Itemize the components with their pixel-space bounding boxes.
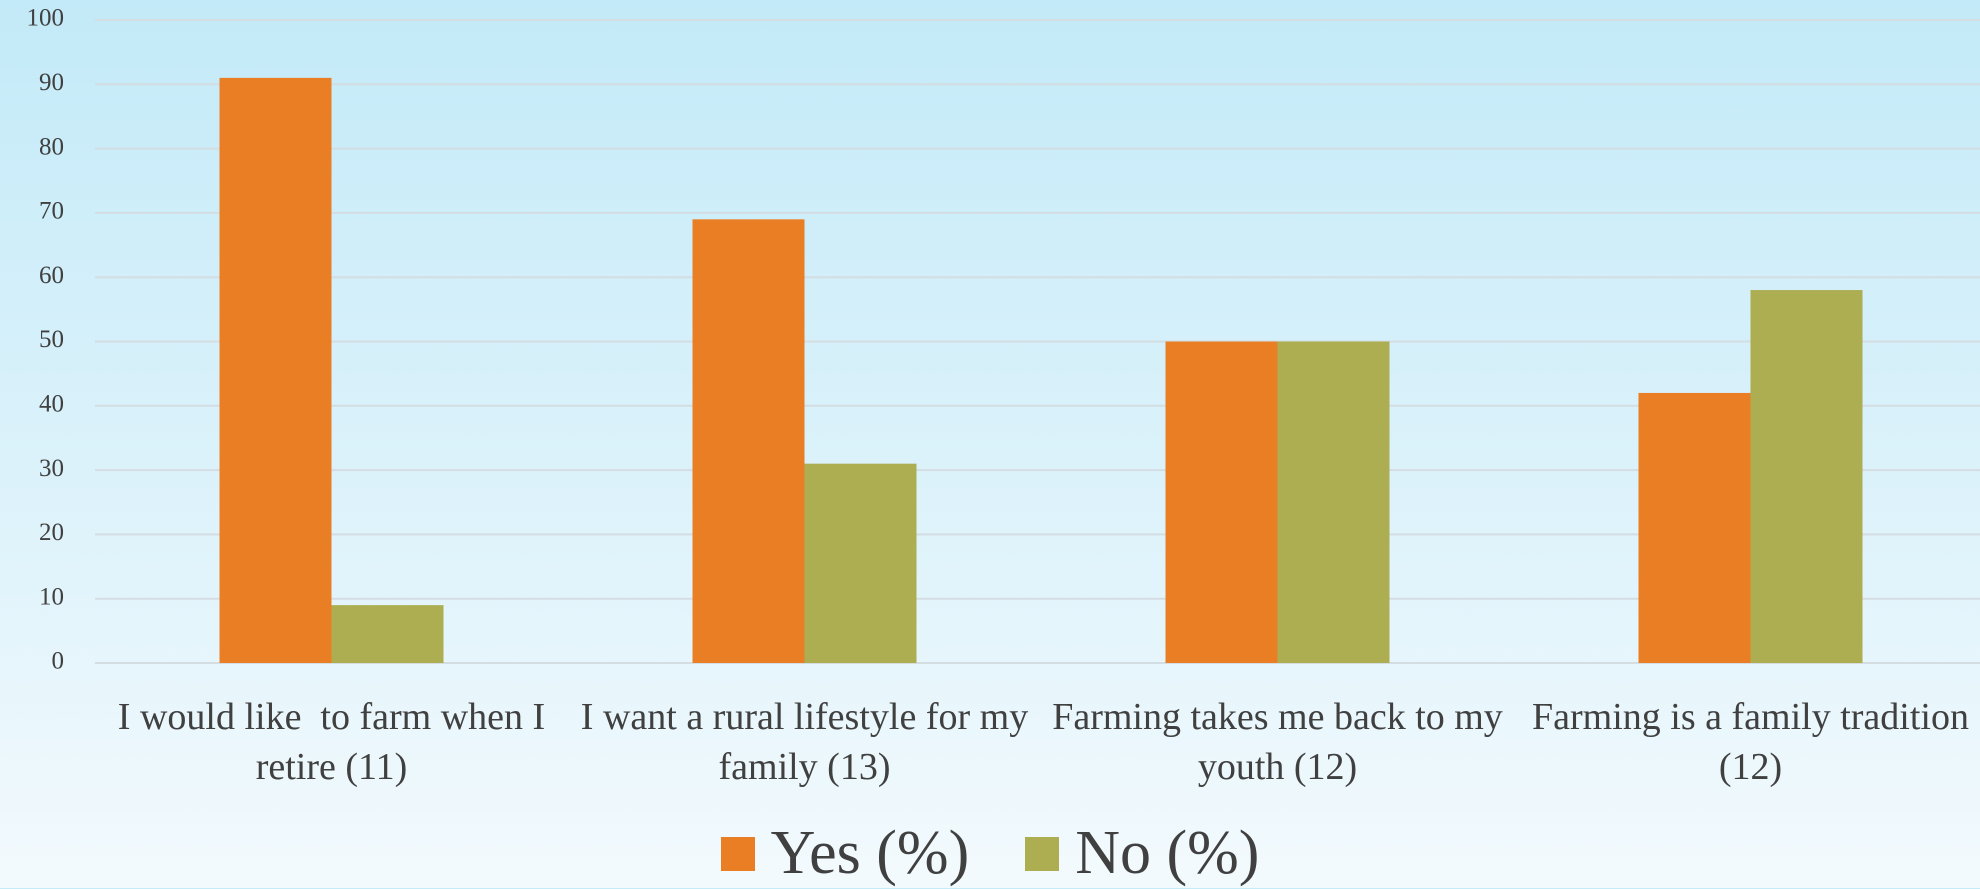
bar [804,463,917,663]
x-tick-label: I want a rural lifestyle for my family (… [580,696,1038,788]
y-tick-label: 80 [39,133,64,160]
bar [692,219,805,663]
y-tick-label: 100 [27,5,65,32]
legend-item: Yes (%) [720,818,970,889]
legend-item: No (%) [1025,818,1259,889]
legend-swatch [720,836,755,871]
y-tick-label: 10 [39,583,64,610]
y-tick-label: 0 [52,648,65,675]
legend-label: No (%) [1075,819,1260,887]
bar [1277,341,1390,663]
x-tick-label: Farming is a family tradition (12) [1532,696,1979,788]
bar [1165,341,1278,663]
x-tick-label: I would like to farm when I retire (11) [117,696,555,788]
bar [1638,392,1751,663]
legend: Yes (%) No (%) [0,818,1980,889]
y-tick-label: 70 [39,198,64,225]
bar [1750,290,1863,663]
x-tick-label: Farming takes me back to my youth (12) [1052,696,1513,788]
y-tick-label: 40 [39,391,64,418]
y-tick-label: 30 [39,455,64,482]
legend-swatch [1025,836,1060,871]
y-tick-label: 90 [39,69,64,96]
legend-label: Yes (%) [770,819,970,887]
y-tick-label: 20 [39,519,64,546]
y-tick-label: 50 [39,326,64,353]
bar [219,77,332,664]
bar [331,605,444,663]
y-tick-label: 60 [39,262,64,289]
